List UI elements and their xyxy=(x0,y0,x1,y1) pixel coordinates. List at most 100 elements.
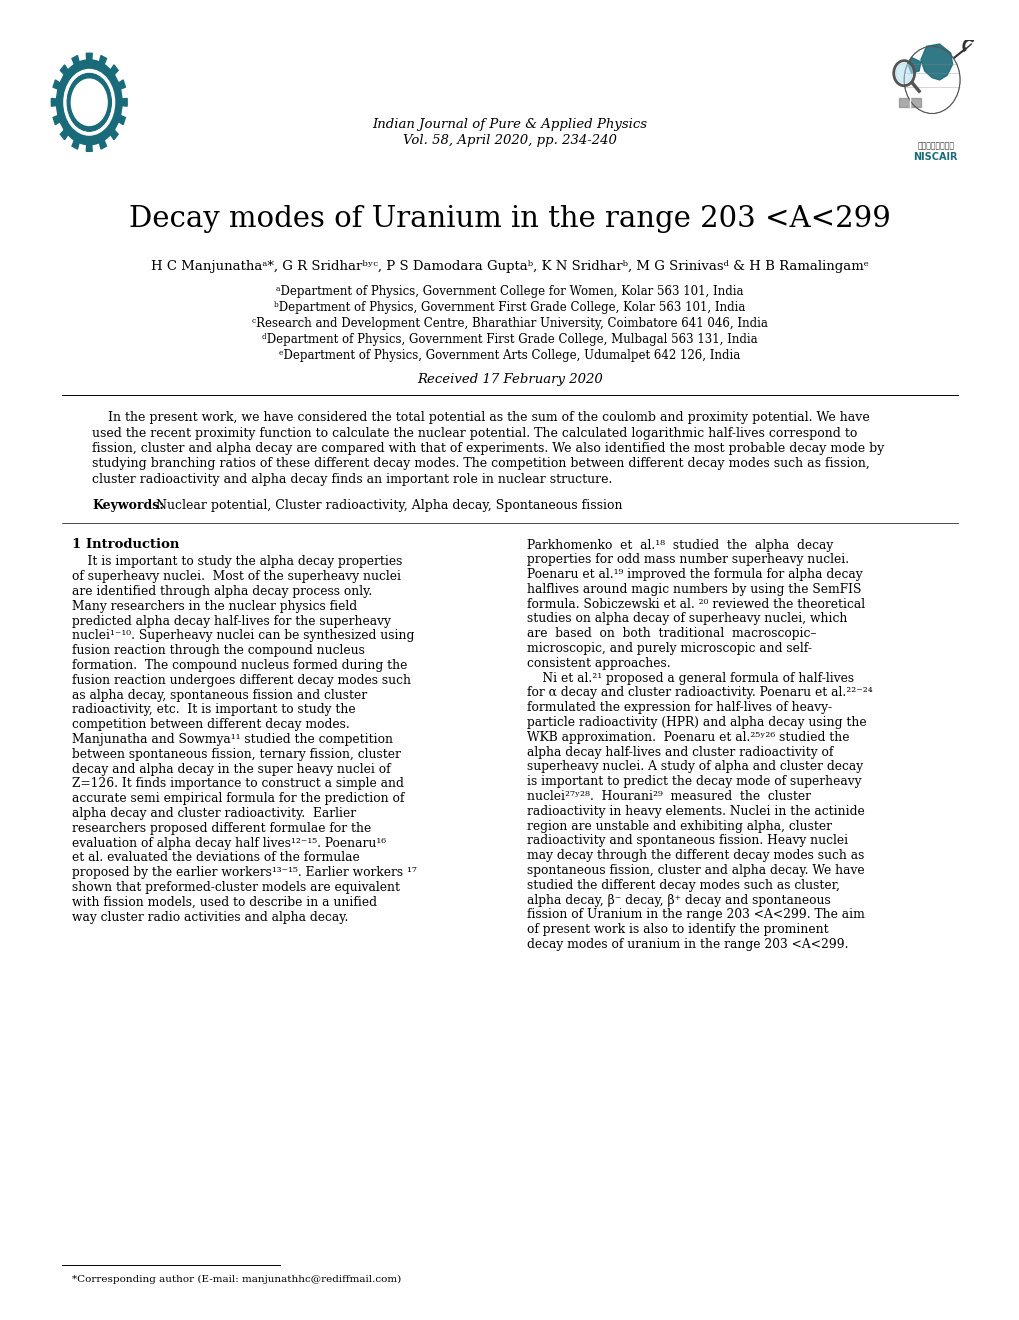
Text: H C Manjunathaᵃ*, G R Sridharᵇʸᶜ, P S Damodara Guptaᵇ, K N Sridharᵇ, M G Sriniva: H C Manjunathaᵃ*, G R Sridharᵇʸᶜ, P S Da… xyxy=(151,260,868,273)
Text: Indian Journal of Pure & Applied Physics: Indian Journal of Pure & Applied Physics xyxy=(372,117,647,131)
Polygon shape xyxy=(907,58,920,73)
Text: Nuclear potential, Cluster radioactivity, Alpha decay, Spontaneous fission: Nuclear potential, Cluster radioactivity… xyxy=(152,499,622,511)
Text: of superheavy nuclei.  Most of the superheavy nuclei: of superheavy nuclei. Most of the superh… xyxy=(72,570,400,583)
Text: with fission models, used to describe in a unified: with fission models, used to describe in… xyxy=(72,896,377,909)
Text: WKB approximation.  Poenaru et al.²⁵ʸ²⁶ studied the: WKB approximation. Poenaru et al.²⁵ʸ²⁶ s… xyxy=(527,731,849,744)
Text: halflives around magic numbers by using the SemFIS: halflives around magic numbers by using … xyxy=(527,583,860,595)
Text: ᵈDepartment of Physics, Government First Grade College, Mulbagal 563 131, India: ᵈDepartment of Physics, Government First… xyxy=(262,333,757,346)
Text: In the present work, we have considered the total potential as the sum of the co: In the present work, we have considered … xyxy=(92,411,869,424)
Text: alpha decay half-lives and cluster radioactivity of: alpha decay half-lives and cluster radio… xyxy=(527,746,833,759)
Text: decay and alpha decay in the super heavy nuclei of: decay and alpha decay in the super heavy… xyxy=(72,763,390,776)
Circle shape xyxy=(895,63,911,83)
Text: NISCAIR: NISCAIR xyxy=(913,152,957,161)
Polygon shape xyxy=(113,114,125,124)
Text: formula. Sobiczewski et al. ²⁰ reviewed the theoretical: formula. Sobiczewski et al. ²⁰ reviewed … xyxy=(527,598,864,611)
Text: Z=126. It finds importance to construct a simple and: Z=126. It finds importance to construct … xyxy=(72,777,404,791)
Text: alpha decay, β⁻ decay, β⁺ decay and spontaneous: alpha decay, β⁻ decay, β⁺ decay and spon… xyxy=(527,894,829,907)
Polygon shape xyxy=(72,55,81,71)
Text: predicted alpha decay half-lives for the superheavy: predicted alpha decay half-lives for the… xyxy=(72,615,390,628)
Text: properties for odd mass number superheavy nuclei.: properties for odd mass number superheav… xyxy=(527,553,848,566)
Text: of present work is also to identify the prominent: of present work is also to identify the … xyxy=(527,923,827,936)
Polygon shape xyxy=(72,133,81,149)
Text: accurate semi empirical formula for the prediction of: accurate semi empirical formula for the … xyxy=(72,792,404,805)
Text: Keywords:: Keywords: xyxy=(92,499,164,511)
Polygon shape xyxy=(53,114,65,124)
Text: radioactivity in heavy elements. Nuclei in the actinide: radioactivity in heavy elements. Nuclei … xyxy=(527,805,864,818)
Circle shape xyxy=(71,79,107,125)
Polygon shape xyxy=(116,99,127,106)
Text: shown that preformed-cluster models are equivalent: shown that preformed-cluster models are … xyxy=(72,880,399,894)
Text: alpha decay and cluster radioactivity.  Earlier: alpha decay and cluster radioactivity. E… xyxy=(72,807,356,820)
Polygon shape xyxy=(51,99,62,106)
Text: studying branching ratios of these different decay modes. The competition betwee: studying branching ratios of these diffe… xyxy=(92,458,869,470)
Text: may decay through the different decay modes such as: may decay through the different decay mo… xyxy=(527,849,863,862)
Text: nuclei¹⁻¹⁰. Superheavy nuclei can be synthesized using: nuclei¹⁻¹⁰. Superheavy nuclei can be syn… xyxy=(72,630,414,643)
Text: radioactivity and spontaneous fission. Heavy nuclei: radioactivity and spontaneous fission. H… xyxy=(527,834,847,847)
Text: decay modes of uranium in the range 203 <A<299.: decay modes of uranium in the range 203 … xyxy=(527,939,848,952)
Text: are  based  on  both  traditional  macroscopic–: are based on both traditional macroscopi… xyxy=(527,627,815,640)
Circle shape xyxy=(903,46,959,114)
Circle shape xyxy=(67,74,111,131)
Polygon shape xyxy=(87,137,92,152)
Text: radioactivity, etc.  It is important to study the: radioactivity, etc. It is important to s… xyxy=(72,704,356,717)
Polygon shape xyxy=(898,98,920,107)
Polygon shape xyxy=(107,125,118,140)
Polygon shape xyxy=(107,65,118,79)
Text: Many researchers in the nuclear physics field: Many researchers in the nuclear physics … xyxy=(72,599,357,612)
Text: between spontaneous fission, ternary fission, cluster: between spontaneous fission, ternary fis… xyxy=(72,748,400,760)
Text: region are unstable and exhibiting alpha, cluster: region are unstable and exhibiting alpha… xyxy=(527,820,832,833)
Circle shape xyxy=(56,59,122,145)
Text: competition between different decay modes.: competition between different decay mode… xyxy=(72,718,350,731)
Text: way cluster radio activities and alpha decay.: way cluster radio activities and alpha d… xyxy=(72,911,348,924)
Circle shape xyxy=(64,70,114,135)
Text: studied the different decay modes such as cluster,: studied the different decay modes such a… xyxy=(527,879,840,892)
Text: used the recent proximity function to calculate the nuclear potential. The calcu: used the recent proximity function to ca… xyxy=(92,426,857,440)
Text: fusion reaction undergoes different decay modes such: fusion reaction undergoes different deca… xyxy=(72,675,411,686)
Polygon shape xyxy=(53,81,65,91)
Text: proposed by the earlier workers¹³⁻¹⁵. Earlier workers ¹⁷: proposed by the earlier workers¹³⁻¹⁵. Ea… xyxy=(72,866,417,879)
Text: Parkhomenko  et  al.¹⁸  studied  the  alpha  decay: Parkhomenko et al.¹⁸ studied the alpha d… xyxy=(527,539,833,552)
Text: nuclei²⁷ʸ²⁸.  Hourani²⁹  measured  the  cluster: nuclei²⁷ʸ²⁸. Hourani²⁹ measured the clus… xyxy=(527,791,810,803)
Text: researchers proposed different formulae for the: researchers proposed different formulae … xyxy=(72,822,371,834)
Polygon shape xyxy=(113,81,125,91)
Polygon shape xyxy=(87,53,92,67)
Polygon shape xyxy=(98,133,106,149)
Polygon shape xyxy=(60,125,71,140)
Text: Vol. 58, April 2020, pp. 234-240: Vol. 58, April 2020, pp. 234-240 xyxy=(403,135,616,147)
Text: ᵉDepartment of Physics, Government Arts College, Udumalpet 642 126, India: ᵉDepartment of Physics, Government Arts … xyxy=(279,348,740,362)
Text: et al. evaluated the deviations of the formulae: et al. evaluated the deviations of the f… xyxy=(72,851,360,865)
Text: consistent approaches.: consistent approaches. xyxy=(527,657,669,669)
Text: It is important to study the alpha decay properties: It is important to study the alpha decay… xyxy=(72,556,401,569)
Text: spontaneous fission, cluster and alpha decay. We have: spontaneous fission, cluster and alpha d… xyxy=(527,865,864,876)
Text: formulated the expression for half-lives of heavy-: formulated the expression for half-lives… xyxy=(527,701,832,714)
Text: fusion reaction through the compound nucleus: fusion reaction through the compound nuc… xyxy=(72,644,365,657)
Text: ᵇDepartment of Physics, Government First Grade College, Kolar 563 101, India: ᵇDepartment of Physics, Government First… xyxy=(274,301,745,314)
Text: Ni et al.²¹ proposed a general formula of half-lives: Ni et al.²¹ proposed a general formula o… xyxy=(527,672,853,685)
Text: 1 Introduction: 1 Introduction xyxy=(72,539,179,552)
Text: as alpha decay, spontaneous fission and cluster: as alpha decay, spontaneous fission and … xyxy=(72,689,367,702)
Text: particle radioactivity (HPR) and alpha decay using the: particle radioactivity (HPR) and alpha d… xyxy=(527,715,866,729)
Polygon shape xyxy=(60,65,71,79)
Circle shape xyxy=(93,83,96,87)
Text: Decay modes of Uranium in the range 203 <A<299: Decay modes of Uranium in the range 203 … xyxy=(129,205,890,234)
Text: formation.  The compound nucleus formed during the: formation. The compound nucleus formed d… xyxy=(72,659,407,672)
Text: Poenaru et al.¹⁹ improved the formula for alpha decay: Poenaru et al.¹⁹ improved the formula fo… xyxy=(527,568,862,581)
Text: fission of Uranium in the range 203 <A<299. The aim: fission of Uranium in the range 203 <A<2… xyxy=(527,908,864,921)
Text: Manjunatha and Sowmya¹¹ studied the competition: Manjunatha and Sowmya¹¹ studied the comp… xyxy=(72,733,392,746)
Text: microscopic, and purely microscopic and self-: microscopic, and purely microscopic and … xyxy=(527,642,811,655)
Text: is important to predict the decay mode of superheavy: is important to predict the decay mode o… xyxy=(527,775,861,788)
Text: evaluation of alpha decay half lives¹²⁻¹⁵. Poenaru¹⁶: evaluation of alpha decay half lives¹²⁻¹… xyxy=(72,837,386,850)
Polygon shape xyxy=(920,44,952,81)
Text: fission, cluster and alpha decay are compared with that of experiments. We also : fission, cluster and alpha decay are com… xyxy=(92,442,883,455)
Text: cluster radioactivity and alpha decay finds an important role in nuclear structu: cluster radioactivity and alpha decay fi… xyxy=(92,473,611,486)
Text: are identified through alpha decay process only.: are identified through alpha decay proce… xyxy=(72,585,372,598)
Text: ᵃDepartment of Physics, Government College for Women, Kolar 563 101, India: ᵃDepartment of Physics, Government Colle… xyxy=(276,285,743,298)
Text: *Corresponding author (E-mail: manjunathhc@rediffmail.com): *Corresponding author (E-mail: manjunath… xyxy=(72,1275,400,1284)
Text: ᶜResearch and Development Centre, Bharathiar University, Coimbatore 641 046, Ind: ᶜResearch and Development Centre, Bharat… xyxy=(252,317,767,330)
Text: निस्केयर: निस्केयर xyxy=(916,141,954,150)
Text: Received 17 February 2020: Received 17 February 2020 xyxy=(417,374,602,385)
Text: superheavy nuclei. A study of alpha and cluster decay: superheavy nuclei. A study of alpha and … xyxy=(527,760,862,774)
Polygon shape xyxy=(98,55,106,71)
Text: studies on alpha decay of superheavy nuclei, which: studies on alpha decay of superheavy nuc… xyxy=(527,612,847,626)
Text: for α decay and cluster radioactivity. Poenaru et al.²²⁻²⁴: for α decay and cluster radioactivity. P… xyxy=(527,686,872,700)
